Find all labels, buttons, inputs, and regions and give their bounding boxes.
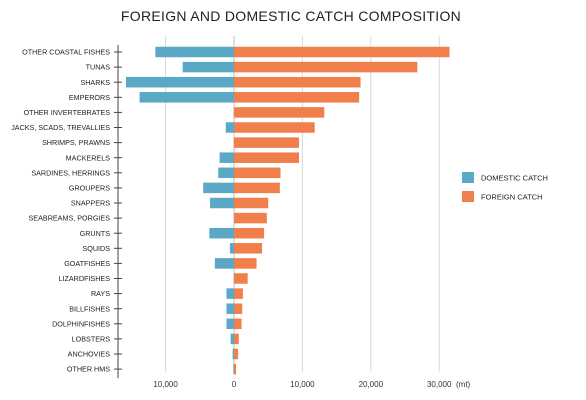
foreign-catch-bar: [234, 258, 257, 269]
domestic-catch-bar: [226, 303, 234, 314]
category-label: SHRIMPS, PRAWNS: [42, 138, 110, 147]
category-label: SNAPPERS: [71, 199, 110, 208]
foreign-catch-bar: [234, 107, 325, 118]
legend-swatch: [462, 172, 474, 183]
foreign-catch-bar: [234, 61, 418, 73]
foreign-catch-bar: [234, 318, 242, 330]
category-axis: [114, 45, 122, 379]
chart-title: FOREIGN AND DOMESTIC CATCH COMPOSITION: [121, 8, 461, 24]
foreign-catch-bar: [234, 212, 267, 224]
legend-label: FOREIGN CATCH: [481, 192, 543, 201]
legend-label: DOMESTIC CATCH: [481, 173, 548, 182]
category-label: BILLFISHES: [69, 304, 110, 313]
domestic-catch-bar: [125, 76, 234, 88]
category-label: SEABREAMS, PORGIES: [29, 214, 111, 223]
foreign-catch-bar: [234, 152, 299, 163]
domestic-catch-bar: [155, 46, 234, 58]
domestic-catch-bar: [209, 227, 234, 239]
foreign-catch-bar: [234, 333, 239, 345]
domestic-catch-bar: [203, 182, 234, 194]
x-tick-labels: 10,000 0 10,000 20,000 30,000: [153, 380, 452, 389]
foreign-catch-bar: [234, 273, 248, 284]
foreign-catch-bar: [234, 76, 361, 88]
category-label: RAYS: [91, 289, 110, 298]
foreign-catch-bar: [234, 227, 265, 239]
domestic-catch-bar: [218, 167, 234, 179]
domestic-catch-bar: [139, 92, 234, 103]
category-label: GROUPERS: [69, 184, 110, 193]
category-label: SARDINES, HERRINGS: [31, 168, 110, 177]
x-tick-label: 0: [232, 380, 237, 389]
category-label: OTHER HMS: [67, 365, 110, 374]
foreign-catch-bar: [234, 243, 263, 254]
foreign-catch-bar: [234, 197, 269, 209]
category-label: DOLPHINFISHES: [52, 319, 110, 328]
category-label: OTHER COASTAL FISHES: [22, 48, 110, 57]
category-label: SQUIDS: [82, 244, 110, 253]
foreign-catch-bar: [234, 92, 360, 103]
domestic-catch-bar: [226, 318, 234, 330]
bars: [125, 46, 450, 375]
foreign-catch-bar: [234, 46, 450, 58]
x-tick-label: 30,000: [427, 380, 452, 389]
domestic-catch-bar: [233, 363, 234, 375]
x-tick-label: 10,000: [153, 380, 178, 389]
foreign-catch-bar: [234, 303, 243, 314]
foreign-catch-bar: [234, 348, 239, 360]
foreign-catch-bar: [234, 363, 237, 375]
foreign-catch-bar: [234, 167, 281, 179]
category-labels: OTHER COASTAL FISHES TUNAS SHARKS EMPERORS O…: [11, 48, 110, 374]
category-label: ANCHOVIES: [68, 350, 111, 359]
domestic-catch-bar: [229, 243, 234, 254]
x-axis-unit-label: (mt): [456, 380, 471, 389]
x-tick-label: 20,000: [359, 380, 384, 389]
domestic-catch-bar: [226, 288, 234, 299]
category-label: MACKERELS: [66, 153, 111, 162]
domestic-catch-bar: [219, 152, 234, 163]
domestic-catch-bar: [225, 122, 234, 133]
category-label: JACKS, SCADS, TREVALLIES: [11, 123, 110, 132]
domestic-catch-bar: [210, 197, 234, 209]
category-label: LOBSTERS: [72, 335, 111, 344]
grid-lines: [165, 36, 440, 372]
foreign-catch-bar: [234, 182, 280, 194]
category-label: TUNAS: [86, 63, 111, 72]
legend-swatch: [462, 191, 474, 202]
foreign-catch-bar: [234, 288, 243, 299]
domestic-catch-bar: [214, 258, 234, 269]
category-label: GRUNTS: [80, 229, 111, 238]
legend: DOMESTIC CATCH FOREIGN CATCH: [462, 172, 548, 202]
category-label: LIZARDFISHES: [58, 274, 110, 283]
foreign-catch-bar: [234, 122, 315, 133]
x-tick-label: 10,000: [290, 380, 315, 389]
category-label: GOATFISHES: [64, 259, 110, 268]
foreign-catch-bar: [234, 137, 299, 148]
domestic-catch-bar: [182, 61, 234, 73]
category-label: EMPERORS: [69, 93, 110, 102]
domestic-catch-bar: [232, 348, 234, 360]
category-label: OTHER INVERTEBRATES: [24, 108, 111, 117]
category-label: SHARKS: [80, 78, 110, 87]
domestic-catch-bar: [230, 333, 234, 345]
